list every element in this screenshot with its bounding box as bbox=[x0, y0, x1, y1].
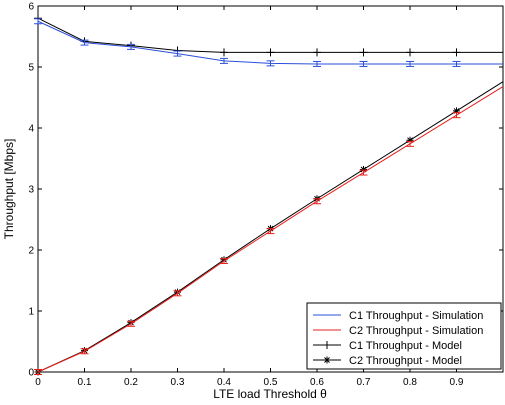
legend-marker-plus-marker bbox=[323, 341, 331, 349]
series-3-point-star-marker bbox=[406, 136, 414, 144]
series-2-point-plus-marker bbox=[359, 48, 368, 57]
legend-item: C2 Throughput - Model bbox=[313, 355, 462, 367]
x-tick-label: 0.3 bbox=[171, 377, 185, 388]
legend-label: C2 Throughput - Simulation bbox=[349, 325, 483, 337]
x-tick-label: 0.4 bbox=[217, 377, 231, 388]
series-1 bbox=[34, 86, 504, 375]
legend-marker-star-marker bbox=[323, 356, 331, 364]
legend-label: C1 Throughput - Simulation bbox=[349, 310, 483, 322]
y-tick-label: 5 bbox=[28, 63, 34, 74]
y-tick-label: 4 bbox=[28, 124, 34, 135]
legend-label: C1 Throughput - Model bbox=[349, 340, 462, 352]
x-tick-label: 0.2 bbox=[124, 377, 138, 388]
series-0 bbox=[34, 18, 503, 67]
legend-item: C1 Throughput - Simulation bbox=[313, 310, 483, 322]
series-2-point-plus-marker bbox=[266, 48, 275, 57]
y-tick-label: 6 bbox=[28, 2, 34, 13]
series-layer bbox=[34, 14, 504, 376]
series-2-point-plus-marker bbox=[220, 48, 228, 57]
x-axis-label: LTE load Threshold θ bbox=[213, 387, 327, 401]
y-tick-label: 0 bbox=[28, 368, 34, 379]
x-tick-label: 0.7 bbox=[357, 377, 371, 388]
legend: C1 Throughput - Simulation C2 Throughput … bbox=[306, 302, 502, 370]
y-axis-label: Throughput [Mbps] bbox=[2, 139, 16, 240]
x-tick-label: 0.6 bbox=[310, 377, 324, 388]
x-tick-label: 0.9 bbox=[450, 377, 464, 388]
legend-item: C2 Throughput - Simulation bbox=[313, 325, 483, 337]
series-3-point-star-marker bbox=[453, 107, 460, 115]
x-tick-label: 0.1 bbox=[78, 377, 92, 388]
y-tick-label: 1 bbox=[28, 307, 34, 318]
y-tick-label: 2 bbox=[28, 246, 34, 257]
x-tick-label: 0 bbox=[35, 377, 41, 388]
series-2-point-plus-marker bbox=[406, 48, 414, 57]
x-tick-label: 0.8 bbox=[403, 377, 417, 388]
legend-item: C1 Throughput - Model bbox=[313, 340, 462, 352]
series-3-point-star-marker bbox=[360, 165, 367, 173]
x-tick-label: 0.5 bbox=[264, 377, 278, 388]
axis-ticks: 0 0.1 0.2 0.3 0.4 0.5 0.6 0.7 0.8 0.9 0 1 2 3 4 5 6 bbox=[28, 2, 503, 388]
series-2-point-plus-marker bbox=[452, 48, 461, 57]
legend-box bbox=[306, 302, 502, 370]
series-2-point-plus-marker bbox=[313, 48, 321, 57]
y-tick-label: 3 bbox=[28, 185, 34, 196]
legend-label: C2 Throughput - Model bbox=[349, 355, 462, 367]
